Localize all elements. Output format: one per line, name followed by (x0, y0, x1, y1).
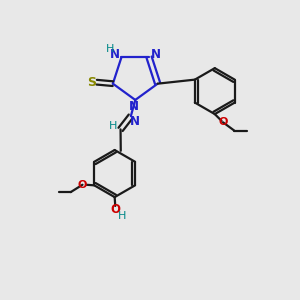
Text: H: H (109, 122, 117, 131)
Text: O: O (78, 180, 87, 190)
Text: N: N (151, 48, 160, 61)
Text: H: H (118, 211, 126, 221)
Text: N: N (129, 100, 139, 113)
Text: O: O (218, 117, 228, 127)
Text: S: S (87, 76, 96, 89)
Text: O: O (110, 203, 120, 216)
Text: N: N (110, 48, 120, 61)
Text: N: N (129, 115, 140, 128)
Text: H: H (106, 44, 114, 54)
